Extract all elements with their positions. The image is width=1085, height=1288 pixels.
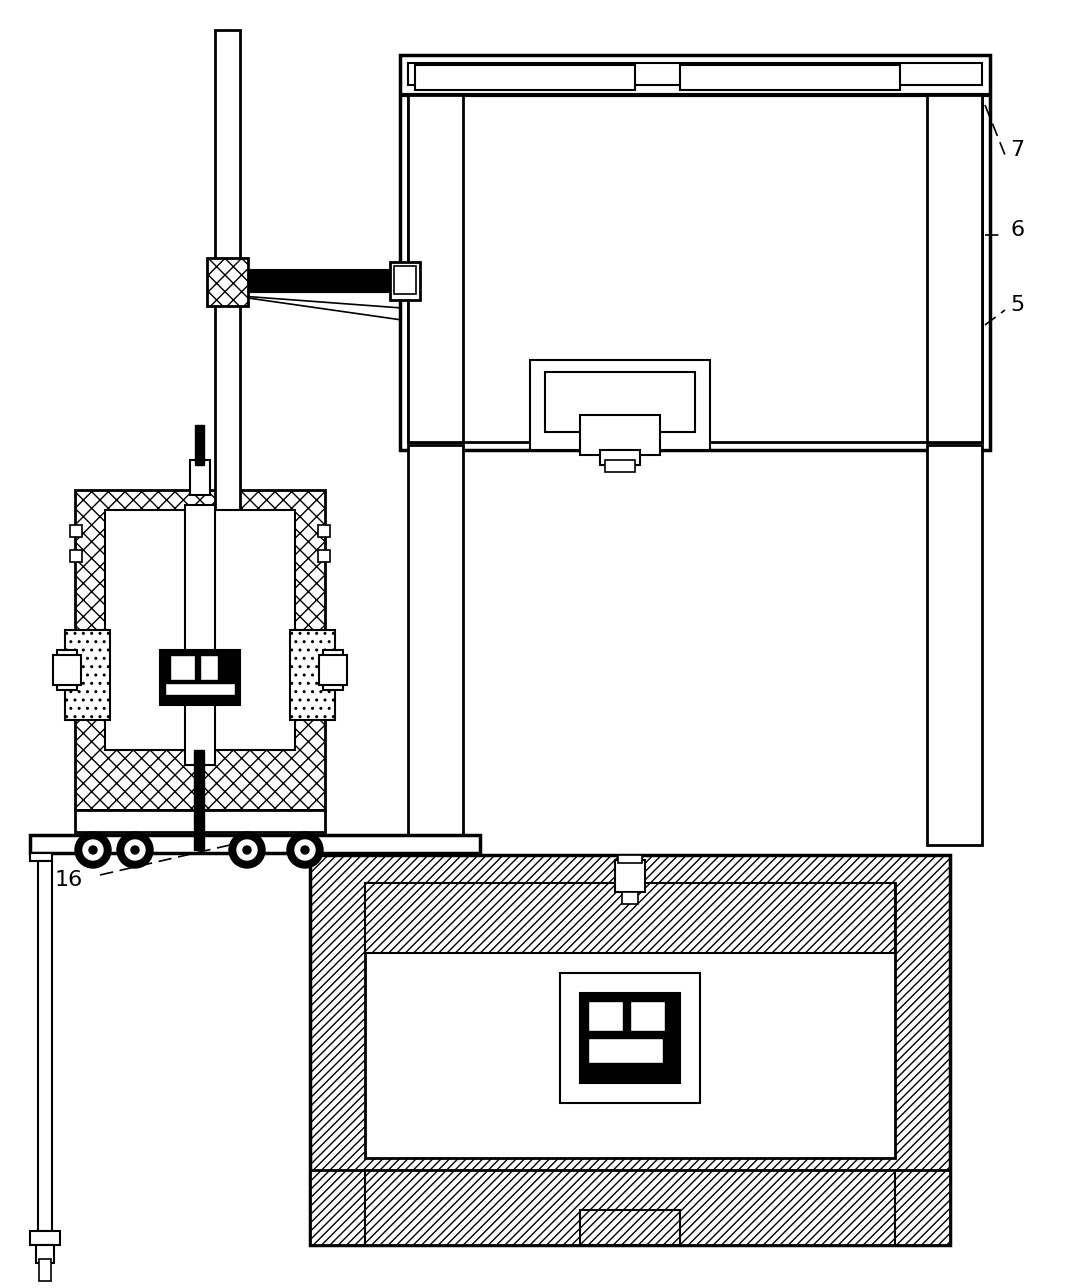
Bar (170, 656, 195, 680)
Bar (408, 444, 463, 845)
Bar (194, 750, 204, 850)
Circle shape (117, 832, 153, 868)
Bar (58, 650, 77, 690)
Bar (600, 450, 640, 465)
Circle shape (229, 832, 265, 868)
Bar (75, 810, 326, 832)
Circle shape (131, 846, 139, 854)
Bar (30, 1231, 60, 1245)
Bar (580, 1209, 680, 1245)
Bar (408, 63, 982, 85)
Bar (580, 415, 660, 455)
Bar (414, 64, 635, 90)
Circle shape (237, 840, 257, 860)
Circle shape (243, 846, 251, 854)
Bar (39, 1258, 51, 1282)
Bar (319, 656, 347, 685)
Bar (927, 95, 982, 442)
Bar (30, 853, 52, 860)
Bar (630, 1001, 665, 1030)
Bar (545, 372, 695, 431)
Bar (210, 270, 405, 292)
Bar (323, 650, 343, 690)
Bar (615, 860, 644, 893)
Bar (200, 656, 218, 680)
Bar (310, 1170, 950, 1245)
Bar (186, 505, 215, 765)
Bar (195, 425, 204, 465)
Bar (927, 444, 982, 845)
Bar (165, 683, 235, 696)
Bar (618, 855, 642, 863)
Bar (588, 1038, 663, 1063)
Text: 6: 6 (1010, 220, 1024, 240)
Bar (105, 510, 295, 750)
Bar (394, 267, 416, 294)
Bar (215, 30, 240, 620)
Bar (53, 656, 81, 685)
Bar (71, 550, 82, 562)
Circle shape (301, 846, 309, 854)
Bar (207, 258, 248, 307)
Bar (190, 460, 210, 495)
Bar (560, 972, 700, 1103)
Circle shape (295, 840, 315, 860)
Bar (38, 860, 52, 1231)
Bar (580, 993, 680, 1083)
Bar (36, 1245, 54, 1264)
Text: 16: 16 (55, 869, 84, 890)
Bar (680, 64, 899, 90)
Bar (71, 526, 82, 537)
Bar (310, 855, 950, 1245)
Circle shape (288, 832, 323, 868)
Bar (207, 258, 248, 307)
Bar (605, 460, 635, 471)
Circle shape (82, 840, 103, 860)
Bar (318, 526, 330, 537)
Bar (400, 55, 990, 450)
Bar (318, 550, 330, 562)
Bar (365, 884, 895, 953)
Text: 5: 5 (1010, 295, 1024, 316)
Bar (529, 361, 710, 450)
Bar (159, 650, 240, 705)
Bar (65, 630, 110, 720)
Bar (588, 1001, 623, 1030)
Bar (622, 893, 638, 904)
Bar (390, 261, 420, 300)
Circle shape (75, 832, 111, 868)
Bar (30, 835, 480, 853)
Bar (408, 95, 463, 442)
Circle shape (125, 840, 145, 860)
Bar (290, 630, 335, 720)
Bar (408, 95, 982, 442)
Circle shape (89, 846, 97, 854)
Bar (365, 884, 895, 1158)
Text: 7: 7 (1010, 140, 1024, 160)
Bar (75, 489, 326, 810)
